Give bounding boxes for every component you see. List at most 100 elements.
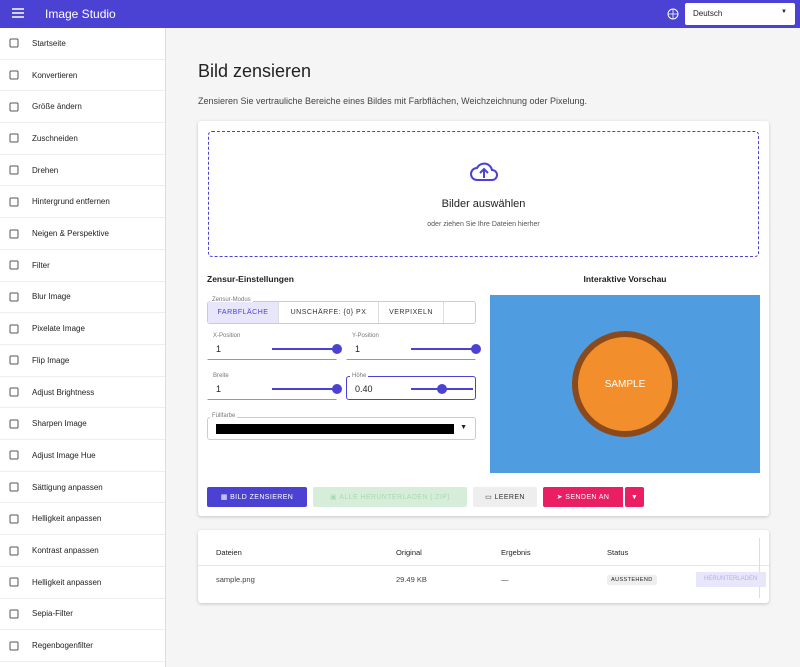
app-bar: Image Studio Deutsch ▼	[0, 0, 800, 28]
field-label: Y-Position	[350, 333, 381, 339]
nav-icon	[9, 102, 19, 112]
table-divider	[198, 565, 769, 566]
field-value: 0.40	[355, 384, 373, 394]
slider-thumb[interactable]	[437, 384, 447, 394]
number-field[interactable]	[346, 376, 476, 400]
nav-label: Blur Image	[32, 292, 71, 302]
censor-button[interactable]: ▦ BILD ZENSIEREN	[207, 487, 307, 507]
number-field[interactable]	[346, 336, 476, 360]
globe-icon	[667, 8, 679, 20]
language-select[interactable]: Deutsch ▼	[685, 3, 795, 25]
download-all-button[interactable]: ▣ ALLE HERUNTERLADEN (.ZIP)	[313, 487, 467, 507]
dropzone[interactable]: Bilder auswählen oder ziehen Sie Ihre Da…	[208, 131, 759, 257]
nav-item[interactable]: Flip Image	[0, 345, 165, 377]
table-header: Dateien	[216, 548, 242, 557]
field-value: 1	[216, 384, 222, 394]
slider-thumb[interactable]	[332, 344, 342, 354]
nav-icon	[9, 260, 19, 270]
nav-label: Sepia-Filter	[32, 609, 73, 619]
nav-icon	[9, 577, 19, 587]
field-label: X-Position	[211, 333, 243, 339]
field-label: Höhe	[350, 373, 369, 379]
nav-label: Flip Image	[32, 355, 70, 365]
color-swatch	[216, 424, 454, 434]
nav-label: Helligkeit anpassen	[32, 514, 102, 524]
slider-thumb[interactable]	[471, 344, 481, 354]
slider-track	[272, 348, 334, 350]
settings-heading: Zensur-Einstellungen	[207, 274, 294, 284]
nav-item[interactable]: Neigen & Perspektive	[0, 218, 165, 250]
mode-button[interactable]: FARBFLÄCHE	[208, 302, 279, 323]
nav-icon	[9, 70, 19, 80]
nav-label: Größe ändern	[32, 102, 82, 112]
nav-item[interactable]: Startseite	[0, 28, 165, 60]
nav-icon	[9, 609, 19, 619]
nav-item[interactable]: Blur Image	[0, 282, 165, 314]
nav-item[interactable]: Sättigung anpassen	[0, 472, 165, 504]
dropzone-hint: oder ziehen Sie Ihre Dateien hierher	[427, 221, 540, 228]
upload-icon	[470, 162, 498, 181]
nav-label: Helligkeit anpassen	[32, 577, 102, 587]
nav-label: Zuschneiden	[32, 133, 78, 143]
nav-icon	[9, 197, 19, 207]
nav-item[interactable]: Filter	[0, 250, 165, 282]
nav-label: Regenbogenfilter	[32, 641, 93, 651]
nav-icon	[9, 450, 19, 460]
nav-item[interactable]: Größe ändern	[0, 91, 165, 124]
file-table: Dateien Original Ergebnis Status sample.png 2…	[198, 530, 769, 603]
main-card: Bilder auswählen oder ziehen Sie Ihre Da…	[198, 121, 769, 516]
nav-item[interactable]: Zuschneiden	[0, 123, 165, 155]
send-menu-button[interactable]: ▼	[625, 487, 644, 507]
nav-item[interactable]: Helligkeit anpassen	[0, 504, 165, 536]
nav-label: Filter	[32, 260, 50, 270]
slider-thumb[interactable]	[332, 384, 342, 394]
nav-item[interactable]: Sharpen Image	[0, 408, 165, 441]
clear-button[interactable]: ▭ LEEREN	[473, 487, 537, 507]
nav-icon	[9, 546, 19, 556]
table-header: Original	[396, 548, 422, 557]
nav-label: Neigen & Perspektive	[32, 229, 109, 239]
nav-icon	[9, 292, 19, 302]
nav-icon	[9, 419, 19, 429]
color-select[interactable]: ▼	[207, 417, 476, 440]
number-field[interactable]	[207, 376, 337, 400]
nav-label: Konvertieren	[32, 70, 78, 80]
download-button[interactable]: HERUNTERLADEN	[696, 572, 766, 587]
nav-item[interactable]: Kontrast anpassen	[0, 535, 165, 567]
download-all-label: ALLE HERUNTERLADEN (.ZIP)	[339, 493, 451, 501]
mode-group	[207, 301, 476, 324]
nav-icon	[9, 355, 19, 365]
nav-item[interactable]: Pixelate Image	[0, 313, 165, 345]
slider-track	[272, 388, 334, 390]
nav-item[interactable]: Adjust Image Hue	[0, 440, 165, 472]
nav-label: Hintergrund entfernen	[32, 197, 110, 207]
nav-label: Sättigung anpassen	[32, 482, 103, 492]
mode-button[interactable]: UNSCHÄRFE: {0} PX	[279, 302, 379, 323]
table-cell: —	[501, 575, 509, 584]
app-title: Image Studio	[45, 7, 116, 21]
clear-label: LEEREN	[494, 493, 525, 501]
nav-label: Drehen	[32, 165, 59, 175]
number-field[interactable]	[207, 336, 337, 360]
nav-icon	[9, 324, 19, 334]
nav-item[interactable]: Drehen	[0, 155, 165, 187]
nav-item[interactable]: Sepia-Filter	[0, 599, 165, 631]
menu-icon[interactable]	[12, 8, 24, 18]
nav-label: Adjust Brightness	[32, 387, 95, 397]
field-value: 1	[216, 344, 222, 354]
nav-item[interactable]: Konvertieren	[0, 60, 165, 92]
table-cell: sample.png	[216, 575, 255, 584]
dropzone-title: Bilder auswählen	[441, 198, 526, 210]
nav-label: Pixelate Image	[32, 324, 85, 334]
preview-canvas[interactable]: SAMPLE	[490, 295, 760, 473]
nav-label: Startseite	[32, 38, 66, 48]
mode-button[interactable]: VERPIXELN	[379, 302, 444, 323]
nav-item[interactable]: Regenbogenfilter	[0, 630, 165, 662]
nav-item[interactable]: Hintergrund entfernen	[0, 187, 165, 219]
nav-item[interactable]: Adjust Brightness	[0, 377, 165, 409]
nav-icon	[9, 133, 19, 143]
nav-item[interactable]: Helligkeit anpassen	[0, 567, 165, 599]
preview-image	[572, 331, 678, 437]
color-label: Füllfarbe	[210, 413, 238, 419]
send-button[interactable]: ➤ SENDEN AN	[543, 487, 623, 507]
